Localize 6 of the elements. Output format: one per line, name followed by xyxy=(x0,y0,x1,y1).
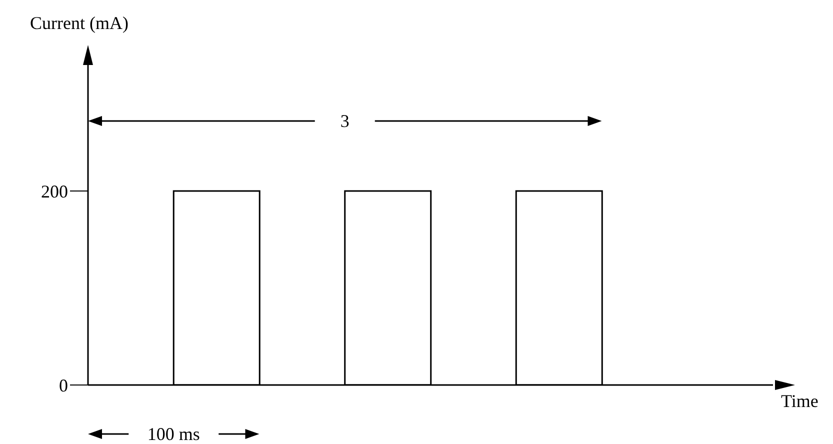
y-axis-title: Current (mA) xyxy=(30,13,128,33)
y-tick-label: 0 xyxy=(59,375,68,396)
text: 100 ms xyxy=(147,424,200,444)
annotation: 3 xyxy=(340,111,350,131)
x-axis-title: Time xyxy=(781,391,818,411)
y-tick-label: 200 xyxy=(41,181,68,202)
